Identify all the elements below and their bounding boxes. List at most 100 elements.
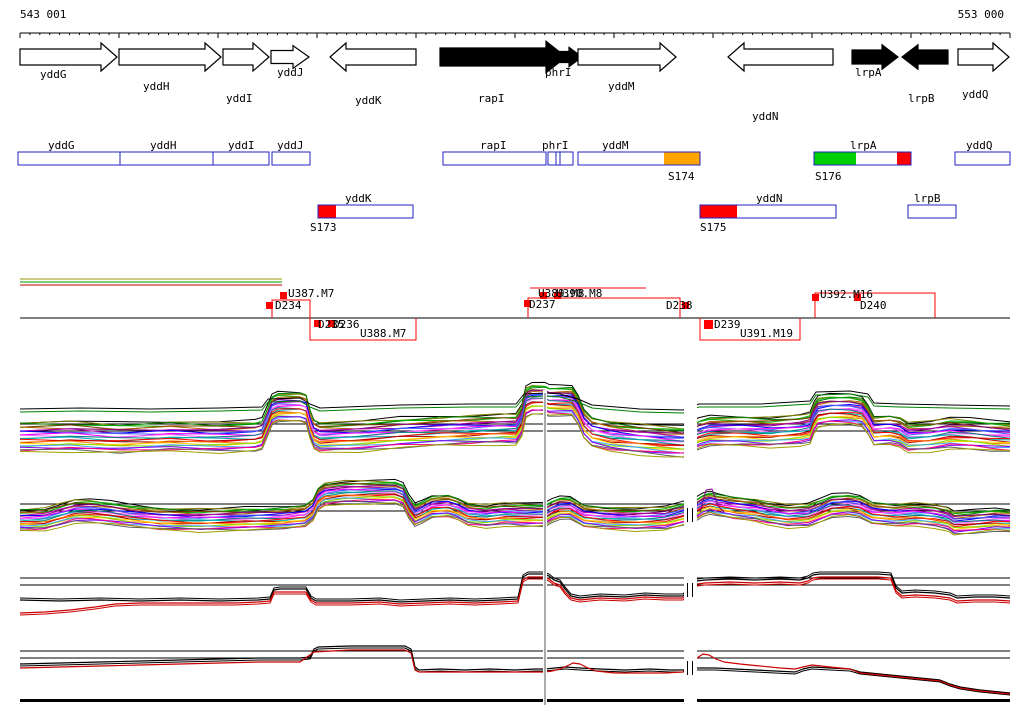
chart-line [19,571,1011,601]
expression-line [19,499,1011,532]
segment-box-yddJ[interactable] [271,151,311,166]
chart-line [19,393,1011,414]
segment-fill-yddM [664,152,700,165]
gene-arrow-label-phrI: phrI [545,66,572,79]
expression-line [19,412,1011,458]
gene-arrow-yddH[interactable] [118,41,222,73]
segment-fill-yddN [700,205,737,218]
gene-arrow-label-lrpB: lrpB [908,92,935,105]
gene-arrow-label-lrpA: lrpA [855,66,882,79]
segment-box-yddK[interactable] [317,204,414,219]
shift-marker [280,292,287,299]
expression-line [19,397,1011,442]
gene-arrow-yddQ[interactable] [957,41,1010,73]
shift-marker [540,292,547,299]
chart-line [19,390,1011,411]
expression-line [19,385,1011,430]
gene-arrow-label-yddM: yddM [608,80,635,93]
shift-marker [812,294,819,301]
expression-line [19,401,1011,447]
gene-arrow-label-yddH: yddH [143,80,170,93]
bottom-bar [20,699,1010,702]
gene-arrow-label-yddK: yddK [355,94,382,107]
shift-label-U389.M8: U389.M8 [538,287,584,300]
gene-arrow-yddM[interactable] [577,41,677,73]
gene-arrow-phrI[interactable] [549,46,584,68]
segment-box-yddM[interactable] [577,151,701,166]
chart-line [19,647,1011,696]
segment-box-yddN[interactable] [699,204,837,219]
segment-box-lrpB[interactable] [907,204,957,219]
segment-box-lrpA[interactable] [813,151,912,166]
chart-line [19,573,1011,603]
shift-marker [266,302,273,309]
chart-line [19,576,1011,614]
expression-line [19,409,1011,454]
expression-line [19,494,1011,528]
segment-fill-lrpA [897,152,911,165]
expression-line [19,390,1011,435]
segment-label-yddG: yddG [48,139,75,152]
shift-region-outline [527,297,681,318]
segment-label-yddJ: yddJ [277,139,304,152]
segment-sublabel-S174: S174 [668,170,695,183]
gene-arrow-label-yddN: yddN [752,110,779,123]
gene-arrow-lrpA[interactable] [851,43,899,71]
shift-label-U387.M7: U387.M7 [288,287,334,300]
gene-arrow-yddG[interactable] [19,41,118,73]
chart-line [19,578,1011,616]
segment-label-lrpB: lrpB [914,192,941,205]
expression-line [19,385,1011,430]
segment-box-yddH[interactable] [119,151,214,166]
shift-label-D236: D236 [333,318,360,331]
shift-marker [328,320,335,327]
expression-line [19,405,1011,450]
gene-arrow-yddK[interactable] [329,41,417,73]
segment-label-yddK: yddK [345,192,372,205]
segment-sublabel-S176: S176 [815,170,842,183]
shift-region-outline [699,318,801,341]
chart-line [19,645,1011,694]
shift-label-U391.M19: U391.M19 [740,327,793,340]
gene-arrow-yddJ[interactable] [270,44,311,70]
segment-label-phrI: phrI [542,139,569,152]
expression-line [19,499,1011,533]
expression-line [19,397,1011,443]
expression-line [19,401,1011,446]
shift-label-D235: D235 [318,318,345,331]
expression-line [19,478,1011,512]
coverage-gap-mask [684,390,697,706]
shift-region-outline [814,292,936,318]
shift-marker [704,320,713,329]
shift-marker [554,292,561,299]
expression-line [19,381,1011,426]
expression-line [19,500,1011,535]
gene-arrow-label-yddI: yddI [226,92,253,105]
expression-line [19,502,1011,536]
segment-label-yddN: yddN [756,192,783,205]
segment-box-yddI[interactable] [212,151,270,166]
segment-box-yddG[interactable] [17,151,121,166]
shift-marker [854,294,861,301]
segment-sublabel-S175: S175 [700,221,727,234]
gene-arrow-yddN[interactable] [727,41,834,73]
gene-arrow-label-yddJ: yddJ [277,66,304,79]
segment-box-yddQ[interactable] [954,151,1011,166]
segment-label-yddQ: yddQ [966,139,993,152]
shift-region-outline [309,318,417,341]
gene-arrow-label-yddQ: yddQ [962,88,989,101]
shift-label-D237: D237 [529,298,556,311]
shift-marker [524,300,531,307]
segment-box-rapI[interactable] [442,151,547,166]
gene-arrow-rapI[interactable] [439,40,567,74]
gene-arrow-label-rapI: rapI [478,92,505,105]
expression-line [19,405,1011,450]
expression-line [19,409,1011,454]
gene-arrow-yddI[interactable] [222,41,270,73]
segment-fill-lrpA [814,152,856,165]
segment-label-yddM: yddM [602,139,629,152]
segment-label-rapI: rapI [480,139,507,152]
gene-arrow-lrpB[interactable] [901,43,949,71]
